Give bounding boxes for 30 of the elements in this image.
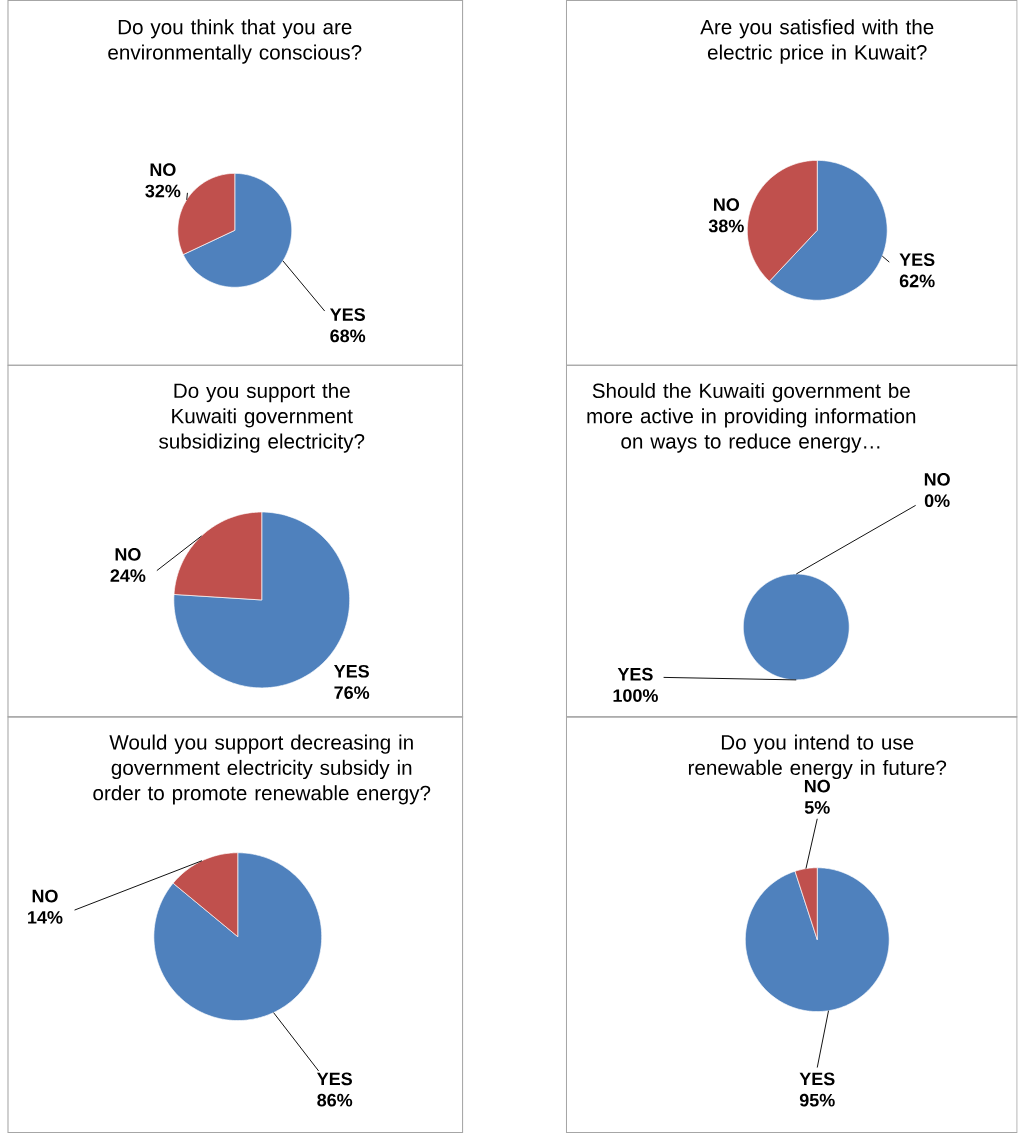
chart-title: Would you support decreasing in government electricity subsidy in order to promote renewable energy? [93, 734, 431, 805]
data-label: 38% [708, 219, 745, 233]
chart-title: Are you satisfied with the electric price in Kuwait? [700, 19, 934, 64]
text: 0% [925, 494, 950, 508]
slice-label: NO [32, 889, 58, 903]
slice-label: YES [899, 253, 935, 266]
slice-label: YES [334, 664, 370, 678]
data-label: 95% [800, 1093, 835, 1107]
slice-label: YES [330, 308, 366, 321]
data-label: 32% [145, 184, 181, 198]
data-label: 86% [317, 1093, 353, 1107]
slice-label: NO [714, 198, 740, 212]
slice-label: NO [115, 548, 141, 561]
data-label: 24% [110, 569, 146, 583]
slice-label: NO [805, 779, 831, 793]
slice-label: NO [150, 163, 176, 177]
data-label: 76% [334, 686, 370, 699]
slice-label: YES [317, 1072, 353, 1086]
slice-label: YES [799, 1072, 835, 1086]
data-label: 68% [330, 329, 366, 343]
data-label: 100% [613, 689, 659, 702]
chart-title: Do you think that you are environmentally conscious? [108, 19, 362, 64]
data-label: 5% [804, 801, 830, 814]
category-label: NO [925, 473, 951, 486]
chart-title: Do you intend to use renewable energy in future? [689, 734, 947, 780]
data-label: 14% [28, 911, 63, 924]
chart-title: Should the Kuwaiti government be more active in providing information on ways to reduce energy… [587, 382, 916, 453]
data-label: 62% [900, 274, 935, 288]
chart-title: Do you support the Kuwaiti government subsidizing electricity? [159, 382, 365, 453]
slice-label: YES [617, 667, 653, 681]
